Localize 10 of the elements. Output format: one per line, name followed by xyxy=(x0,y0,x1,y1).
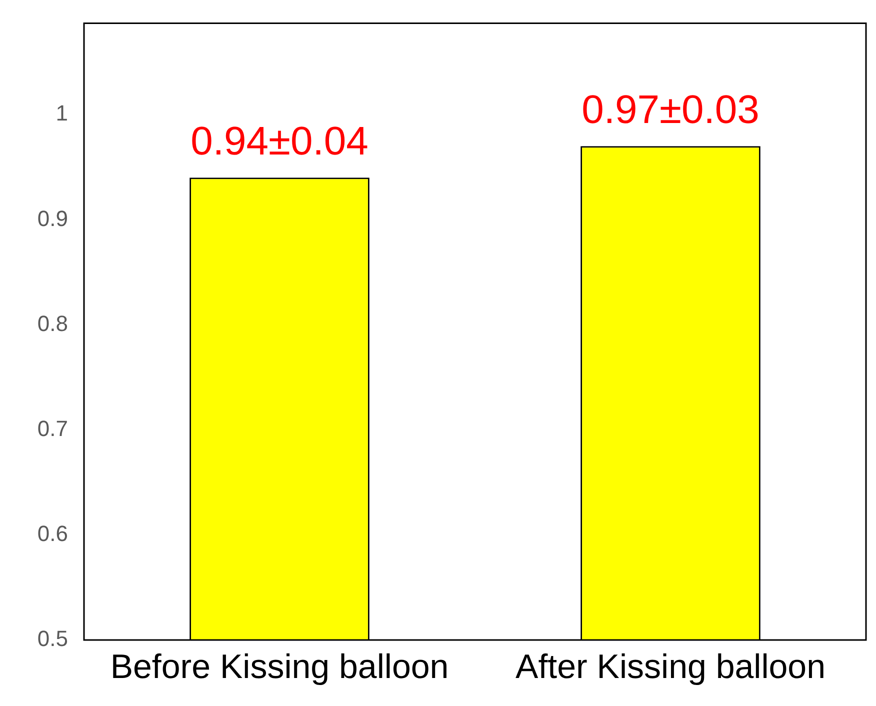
y-tick-label: 0.6 xyxy=(37,520,68,546)
x-tick-label: After Kissing balloon xyxy=(516,648,826,686)
x-tick-label: Before Kissing balloon xyxy=(110,648,449,686)
y-tick-label: 0.5 xyxy=(37,626,68,652)
y-tick-label: 1 xyxy=(56,100,68,126)
data-label: 0.94±0.04 xyxy=(190,120,368,164)
y-tick-label: 0.7 xyxy=(37,416,68,441)
y-tick-label: 0.9 xyxy=(37,206,68,231)
y-tick-label: 0.8 xyxy=(37,310,68,336)
data-label: 0.97±0.03 xyxy=(582,88,760,132)
